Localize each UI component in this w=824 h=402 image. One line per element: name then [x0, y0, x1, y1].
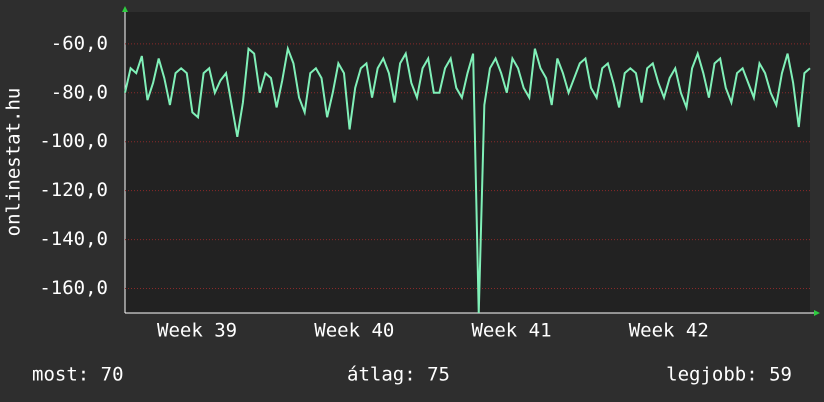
y-tick-label: -60,0 [51, 32, 108, 54]
y-tick-label: -80,0 [51, 81, 108, 103]
plot-area [125, 12, 810, 313]
y-tick-label: -140,0 [39, 228, 108, 250]
x-tick-label: Week 40 [314, 320, 394, 342]
x-tick-label: Week 41 [471, 320, 551, 342]
axis-arrow [814, 310, 820, 316]
y-tick-label: -100,0 [39, 130, 108, 152]
x-tick-label: Week 42 [629, 320, 709, 342]
y-axis-label: onlinestat.hu [3, 88, 25, 237]
footer-best: legjobb: 59 [666, 364, 792, 386]
x-tick-label: Week 39 [157, 320, 237, 342]
data-line [124, 44, 811, 314]
footer-average: átlag: 75 [347, 364, 450, 386]
y-tick-label: -160,0 [39, 277, 108, 299]
footer-current: most: 70 [32, 364, 124, 386]
y-tick-label: -120,0 [39, 179, 108, 201]
axis-arrow [122, 6, 128, 12]
